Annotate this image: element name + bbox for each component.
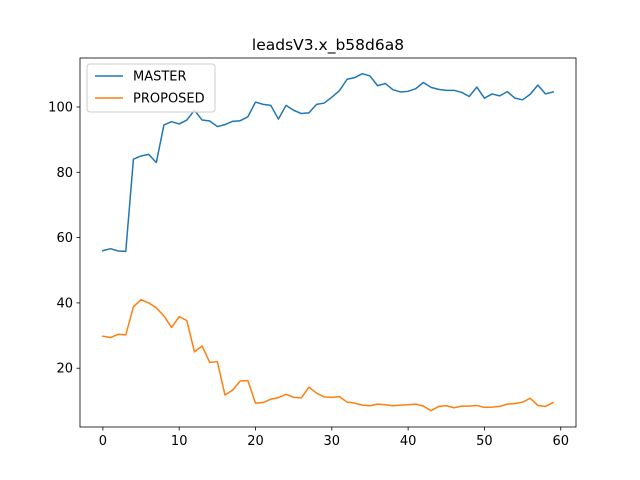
y-tick-label: 100 [48,100,73,115]
y-tick-label: 20 [56,362,73,377]
legend-label-master: MASTER [133,70,187,85]
y-tick-label: 80 [56,166,73,181]
x-tick-label: 60 [552,434,569,449]
x-tick-label: 0 [99,434,107,449]
x-tick-label: 40 [400,434,417,449]
x-tick-label: 50 [476,434,493,449]
chart-title: leadsV3.x_b58d6a8 [252,36,404,55]
plot-frame [79,57,577,428]
legend-label-proposed: PROPOSED [133,92,205,107]
series-line-proposed [102,298,555,412]
y-tick-label: 60 [56,231,73,246]
y-tick-label: 40 [56,296,73,311]
x-tick-label: 30 [324,434,341,449]
x-tick-label: 20 [247,434,264,449]
x-tick-label: 10 [171,434,188,449]
series-line-master [101,72,555,253]
